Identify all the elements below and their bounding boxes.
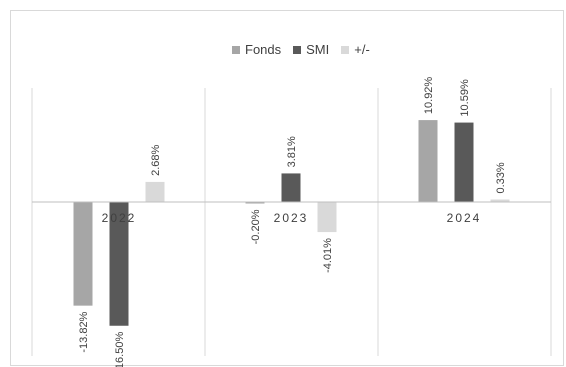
data-label-smi-2022: 16.50%: [114, 332, 126, 367]
legend-item-fonds: Fonds: [232, 42, 281, 57]
legend: Fonds SMI +/-: [232, 42, 382, 57]
data-label-fonds-2024: 10.92%: [423, 77, 435, 115]
legend-swatch-diff: [341, 45, 350, 54]
bar-smi-2023: [281, 173, 301, 202]
bar-smi-2022: [109, 202, 129, 326]
legend-item-smi: SMI: [293, 42, 329, 57]
bar--2024: [490, 199, 510, 202]
data-label--2023: -4.01%: [322, 238, 334, 273]
data-label--2024: 0.33%: [495, 162, 507, 193]
legend-swatch-fonds: [232, 45, 240, 54]
category-label-2024: 2024: [447, 211, 482, 225]
data-label--2022: 2.68%: [150, 144, 162, 175]
category-label-2022: 2022: [102, 211, 137, 225]
legend-item-diff: +/-: [341, 42, 370, 57]
legend-label-diff: +/-: [354, 42, 370, 57]
bar-smi-2024: [454, 122, 474, 202]
bar-fonds-2023: [245, 202, 265, 204]
data-label-fonds-2023: -0.20%: [250, 209, 262, 244]
legend-label-smi: SMI: [306, 42, 330, 57]
bar--2022: [145, 181, 165, 202]
data-label-smi-2024: 10.59%: [459, 79, 471, 117]
bar-fonds-2024: [418, 120, 438, 202]
legend-swatch-smi: [293, 45, 302, 54]
bar--2023: [317, 202, 337, 233]
category-label-2023: 2023: [274, 211, 309, 225]
legend-label-fonds: Fonds: [245, 42, 282, 57]
chart-frame: [10, 10, 564, 366]
data-label-fonds-2022: -13.82%: [78, 311, 90, 352]
bar-fonds-2022: [73, 202, 93, 306]
data-label-smi-2023: 3.81%: [286, 136, 298, 167]
